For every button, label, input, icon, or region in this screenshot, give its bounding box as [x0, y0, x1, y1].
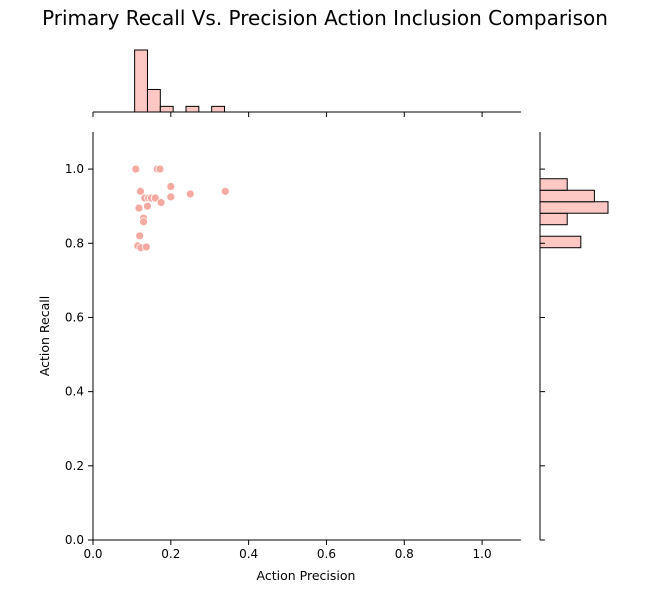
x-tick-label: 0.4 [239, 547, 258, 561]
scatter-point [150, 193, 160, 203]
y-histogram-bar [539, 212, 568, 226]
x-histogram-bar [146, 88, 161, 113]
y-tick-label: 0.4 [65, 385, 84, 399]
scatter-point [156, 198, 166, 207]
scatter-point [135, 231, 145, 241]
x-histogram-bar [159, 105, 174, 113]
x-histogram-bar [134, 49, 148, 113]
y-tick-label: 0.6 [65, 310, 84, 324]
scatter-point [166, 192, 176, 202]
scatter-point [220, 186, 230, 196]
x-tick-label: 0.8 [395, 547, 414, 561]
scatter-point [185, 189, 195, 199]
x-axis-label: Action Precision [257, 568, 356, 583]
y-histogram-bar [539, 201, 609, 214]
y-histogram-bar [539, 235, 582, 249]
scatter-point [131, 164, 141, 174]
x-tick-label: 1.0 [473, 547, 492, 561]
y-histogram-bar [539, 189, 595, 203]
scatter-point [136, 186, 145, 196]
y-axis-label: Action Recall [37, 296, 52, 376]
y-tick-label: 1.0 [65, 162, 84, 176]
top-marginal-histogram [92, 49, 521, 117]
scatter-point [143, 201, 152, 211]
x-histogram-bar [185, 105, 200, 113]
scatter-point [134, 203, 144, 213]
right-marginal-histogram [539, 132, 609, 541]
scatter-point [139, 217, 148, 227]
scatter-point [166, 182, 176, 191]
scatter-point [141, 242, 151, 252]
x-tick-label: 0.2 [161, 547, 180, 561]
x-tick-label: 0.0 [83, 547, 102, 561]
scatter-point [155, 164, 165, 174]
y-tick-label: 0.2 [65, 459, 84, 473]
y-tick-label: 0.8 [65, 236, 84, 250]
x-histogram-bar [211, 105, 226, 113]
chart-title: Primary Recall Vs. Precision Action Incl… [42, 6, 608, 30]
y-tick-label: 0.0 [65, 533, 84, 547]
y-histogram-bar [539, 178, 568, 191]
main-axes: 0.0 0.2 0.4 0.6 0.8 1.0 0.0 0.2 0.4 0.6 0.8 1.0 [65, 132, 521, 561]
x-tick-label: 0.6 [317, 547, 336, 561]
scatter-points [131, 164, 230, 253]
